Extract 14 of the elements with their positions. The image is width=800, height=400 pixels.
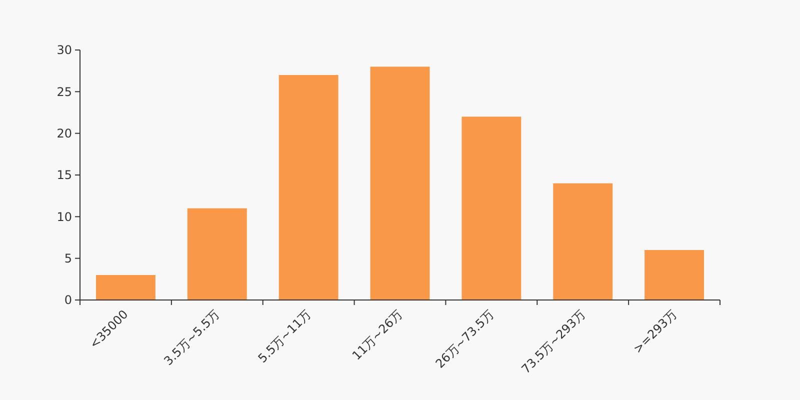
y-tick-label: 30	[56, 43, 72, 58]
y-tick-label: 10	[56, 210, 72, 224]
bar	[278, 75, 338, 300]
y-tick-label: 20	[56, 126, 72, 141]
y-tick-label: 25	[56, 84, 72, 99]
y-tick-label: 0	[64, 293, 72, 308]
bar	[553, 183, 613, 300]
bar	[370, 66, 430, 300]
bar	[462, 116, 522, 300]
y-tick-label: 15	[56, 168, 72, 182]
bar	[644, 250, 704, 300]
y-tick-label: 5	[64, 252, 72, 266]
bar	[187, 208, 247, 300]
bar	[96, 275, 156, 300]
